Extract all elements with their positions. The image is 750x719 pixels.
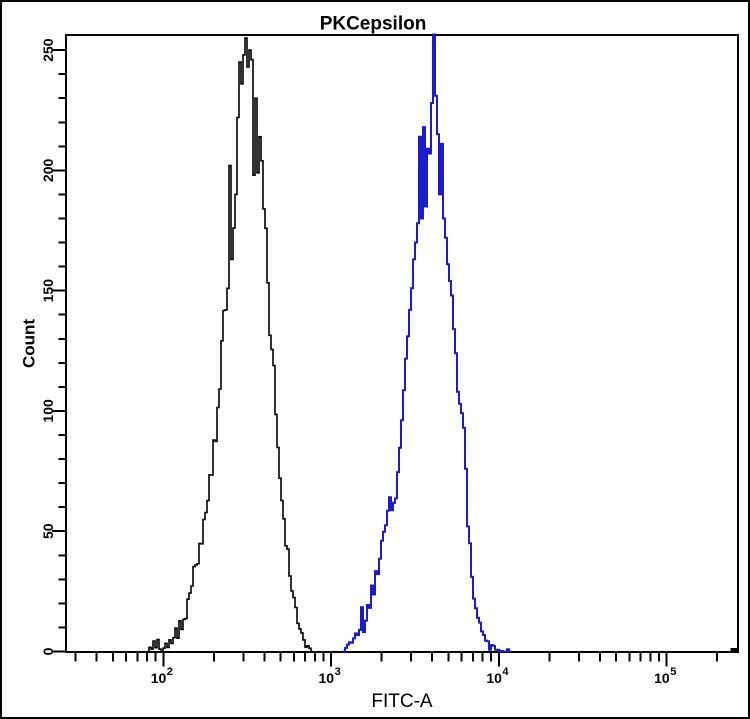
svg-text:PKCepsilon: PKCepsilon bbox=[320, 14, 427, 35]
svg-text:0: 0 bbox=[40, 647, 56, 655]
svg-text:4: 4 bbox=[502, 666, 509, 678]
svg-text:5: 5 bbox=[670, 666, 676, 678]
svg-text:200: 200 bbox=[40, 159, 56, 183]
svg-text:10: 10 bbox=[319, 670, 335, 686]
svg-text:Count: Count bbox=[20, 319, 39, 368]
svg-text:250: 250 bbox=[40, 38, 56, 62]
svg-text:50: 50 bbox=[40, 523, 56, 539]
svg-text:100: 100 bbox=[40, 399, 56, 423]
svg-text:10: 10 bbox=[486, 670, 502, 686]
svg-text:150: 150 bbox=[40, 279, 56, 303]
svg-text:10: 10 bbox=[654, 670, 670, 686]
svg-text:FITC-A: FITC-A bbox=[371, 691, 433, 712]
svg-text:3: 3 bbox=[335, 666, 341, 678]
svg-text:10: 10 bbox=[151, 670, 167, 686]
svg-text:2: 2 bbox=[167, 666, 173, 678]
